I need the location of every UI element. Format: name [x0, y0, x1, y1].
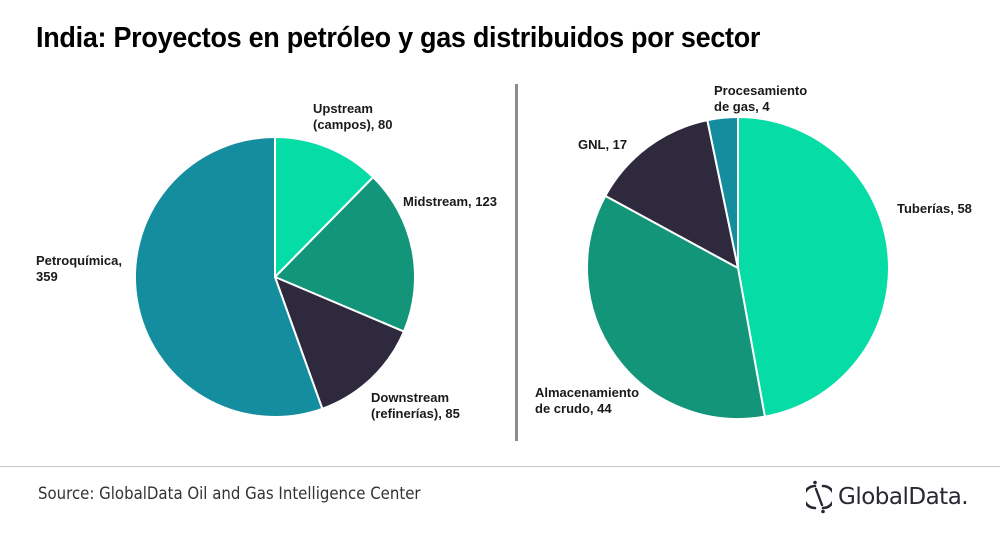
label-procesamiento-line2: de gas, 4 [714, 99, 770, 114]
label-downstream-line1: Downstream [371, 390, 450, 405]
label-downstream: Downstream (refinerías), 85 [371, 390, 460, 422]
globaldata-logo-text: GlobalData. [838, 484, 969, 510]
source-note: Source: GlobalData Oil and Gas Intellige… [38, 484, 421, 504]
label-procesamiento-line1: Procesamiento [714, 83, 808, 98]
label-upstream-line2: (campos), 80 [313, 117, 393, 132]
left-pie-chart [134, 135, 416, 418]
label-petroquimica: Petroquímica, 359 [36, 253, 122, 285]
pie-slice-upstream-campos [274, 135, 375, 280]
label-petroquimica-line1: Petroquímica, [36, 253, 122, 268]
pie-slice-midstream [273, 175, 416, 333]
pie-slice-tuber-as [737, 115, 890, 418]
chart-divider [515, 84, 518, 441]
right-pie-chart [586, 115, 890, 420]
label-tuberias: Tuberías, 58 [897, 201, 972, 216]
globaldata-logo: GlobalData. [806, 480, 969, 514]
pie-slice-petroqu-mica [134, 135, 324, 418]
label-gnl: GNL, 17 [578, 137, 628, 152]
globaldata-logo-icon [806, 480, 832, 514]
pie-slice-downstream-refiner-as [273, 275, 406, 411]
label-procesamiento: Procesamiento de gas, 4 [714, 83, 807, 115]
label-petroquimica-line2: 359 [36, 269, 58, 284]
label-almacenamiento-line1: Almacenamiento [535, 385, 640, 400]
label-upstream-line1: Upstream [313, 101, 373, 116]
pie-slice-gnl [603, 118, 740, 270]
label-almacenamiento: Almacenamiento de crudo, 44 [535, 385, 639, 417]
pie-slice-procesamiento-de-gas [706, 115, 739, 269]
pie-slice-almacenamiento-de-crudo [586, 194, 767, 420]
chart-title: India: Proyectos en petróleo y gas distr… [36, 22, 761, 54]
label-almacenamiento-line2: de crudo, 44 [535, 401, 612, 416]
footer-divider [0, 466, 1000, 467]
label-downstream-line2: (refinerías), 85 [371, 406, 460, 421]
label-midstream: Midstream, 123 [403, 194, 497, 209]
label-upstream: Upstream (campos), 80 [313, 101, 392, 133]
